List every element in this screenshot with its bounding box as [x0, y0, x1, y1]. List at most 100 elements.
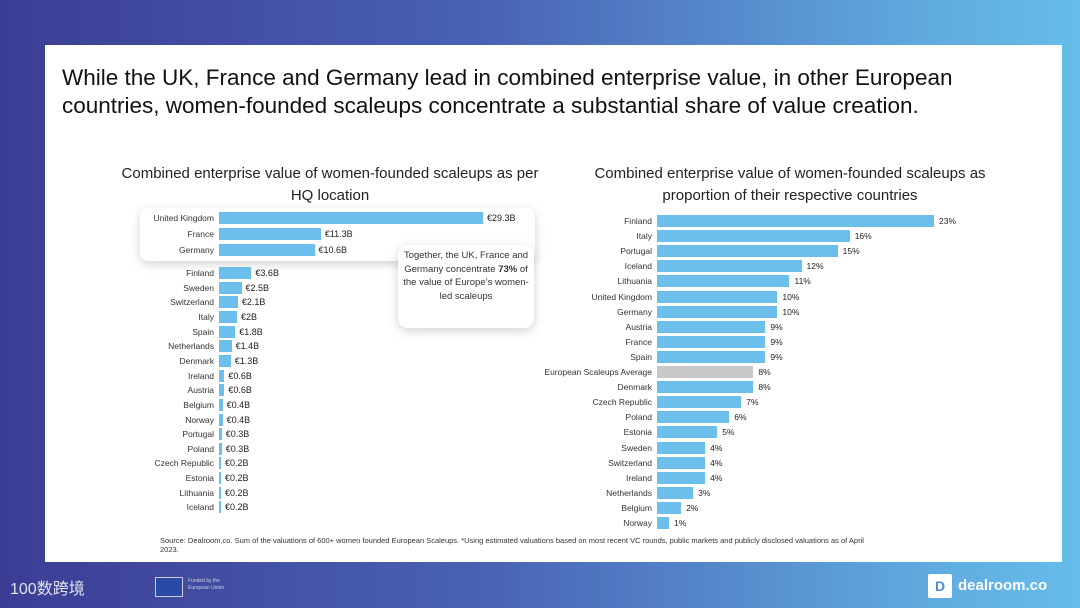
value-label: €11.3B	[324, 229, 353, 239]
bar-label: Switzerland	[608, 457, 652, 468]
bar-label: European Scaleups Average	[544, 367, 652, 377]
bar-label: Poland	[625, 412, 652, 423]
bar-label: Denmark	[179, 355, 214, 366]
value-label: €0.4B	[226, 414, 251, 425]
bar-label: Portugal	[620, 246, 652, 257]
bar-label: Ireland	[188, 370, 214, 381]
bar-label: United Kingdom	[591, 291, 652, 302]
bar	[657, 350, 766, 363]
slide-title: While the UK, France and Germany lead in…	[62, 65, 953, 118]
bar	[657, 366, 754, 378]
eu-funding-text: Funded by the European Union	[188, 578, 225, 591]
bar-label: Sweden	[621, 442, 652, 453]
bar-label: Netherlands	[168, 341, 214, 352]
bar-label: Belgium	[621, 502, 652, 513]
bar	[657, 335, 766, 348]
bar	[657, 215, 934, 227]
bar	[219, 310, 238, 323]
bar-label: Estonia	[185, 473, 214, 484]
value-label: €2B	[241, 311, 258, 322]
bar	[657, 230, 850, 243]
right-chart-title: Combined enterprise value of women-found…	[594, 165, 986, 204]
value-label: 8%	[758, 382, 771, 393]
bar	[657, 411, 730, 424]
value-label: 12%	[806, 261, 824, 272]
bar	[657, 305, 778, 318]
value-label: 5%	[722, 427, 735, 438]
value-label: 7%	[746, 397, 759, 408]
bar	[219, 369, 225, 382]
bar-label: Iceland	[624, 261, 652, 272]
value-label: 1%	[674, 518, 687, 528]
bar	[219, 486, 221, 499]
bar-label: Finland	[624, 216, 652, 226]
bar-label: Spain	[630, 351, 652, 362]
value-label: 4%	[710, 457, 723, 468]
bar-label: Czech Republic	[592, 397, 652, 408]
bar-label: Norway	[185, 414, 214, 425]
bar-label: Austria	[187, 385, 214, 396]
bar-label: Spain	[192, 326, 214, 337]
value-label: €0.4B	[226, 399, 251, 410]
value-label: 4%	[710, 442, 723, 453]
value-label: 10%	[782, 306, 800, 317]
bar-label: Denmark	[617, 382, 652, 393]
bar	[657, 290, 778, 303]
value-label: 9%	[770, 351, 783, 362]
bar	[219, 296, 238, 309]
callout-box: Together, the UK, France and Germany con…	[398, 245, 534, 328]
bar	[219, 501, 221, 514]
bar	[219, 228, 321, 240]
bar	[219, 384, 225, 397]
value-label: €0.6B	[228, 370, 252, 381]
bar-label: Estonia	[623, 427, 652, 438]
bar-label: Poland	[187, 443, 214, 454]
value-label: €1.4B	[235, 341, 260, 352]
value-label: €2.1B	[241, 297, 266, 308]
eu-flag-icon	[155, 577, 183, 597]
bar-label: Norway	[623, 518, 652, 528]
bar-label: Czech Republic	[154, 458, 214, 469]
bar-label: Austria	[625, 321, 652, 332]
dealroom-logo-icon: D	[928, 574, 952, 598]
bar	[219, 212, 483, 224]
bar-label: United Kingdom	[153, 213, 214, 223]
bar-label: France	[625, 336, 652, 347]
bar	[657, 381, 754, 394]
bar-label: Sweden	[183, 282, 214, 293]
value-label: 11%	[794, 276, 811, 287]
bar-label: Italy	[636, 231, 652, 242]
source-note: Source: Dealroom.co. Sum of the valuatio…	[160, 536, 864, 554]
bar	[219, 398, 223, 411]
callout-text-end: of the value of Europe’s women-led scale…	[403, 263, 529, 302]
value-label: 8%	[758, 367, 771, 377]
dealroom-brand: dealroom.co	[958, 577, 1048, 594]
callout-text: Together, the UK, France and Germany con…	[403, 250, 529, 275]
value-label: 4%	[710, 472, 723, 483]
value-label: 10%	[782, 291, 800, 302]
bar-label: Finland	[186, 268, 214, 278]
left-chart-title: Combined enterprise value of women-found…	[121, 165, 539, 204]
slide-card	[45, 45, 1062, 562]
bar	[657, 501, 682, 514]
watermark: 100数跨境	[10, 581, 85, 598]
bar	[219, 340, 232, 353]
bar-label: Ireland	[626, 472, 652, 483]
bar	[219, 244, 315, 256]
bar-label: Germany	[179, 245, 214, 255]
value-label: 9%	[770, 336, 783, 347]
bar	[219, 354, 231, 367]
bar	[219, 413, 223, 426]
value-label: €2.5B	[245, 282, 270, 293]
bar-label: Lithuania	[179, 487, 214, 498]
value-label: €10.6B	[318, 245, 348, 255]
value-label: €29.3B	[487, 213, 516, 223]
callout-highlight: 73%	[498, 263, 518, 275]
bar	[657, 320, 766, 333]
bar-label: Germany	[617, 306, 652, 317]
bar	[219, 325, 236, 338]
value-label: €0.2B	[225, 487, 249, 498]
bar	[657, 456, 706, 469]
value-label: €1.8B	[239, 326, 263, 337]
bar-label: Italy	[198, 311, 214, 322]
